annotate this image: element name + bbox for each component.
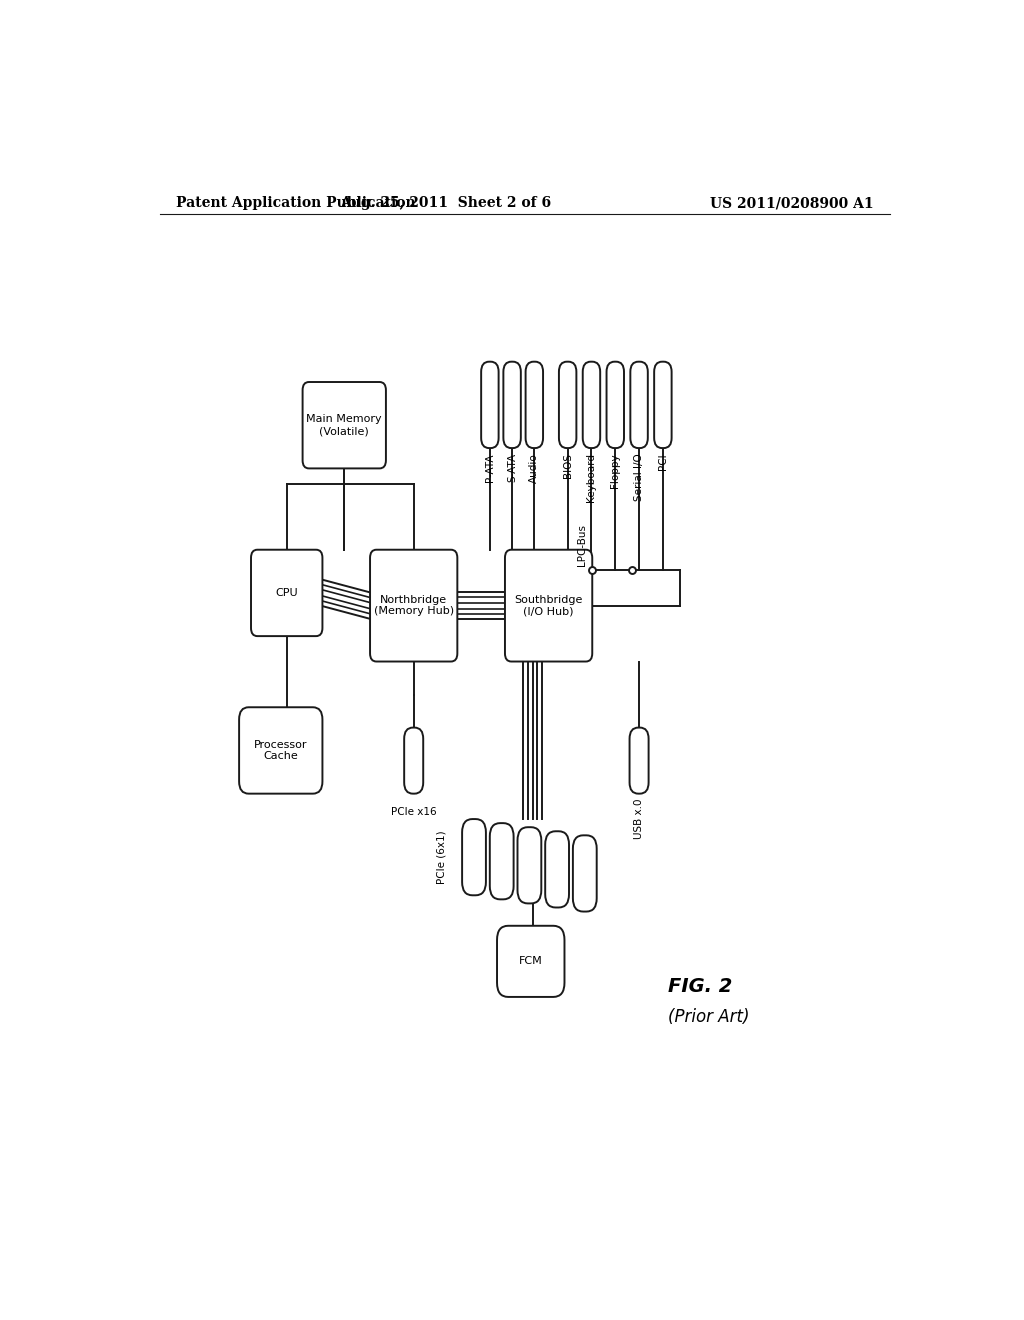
Text: BIOS: BIOS — [562, 453, 572, 478]
FancyBboxPatch shape — [497, 925, 564, 997]
Text: USB x.0: USB x.0 — [634, 799, 644, 840]
Text: PCIe x16: PCIe x16 — [391, 807, 436, 817]
Text: Serial I/O: Serial I/O — [634, 453, 644, 500]
FancyBboxPatch shape — [545, 832, 569, 907]
Text: Processor
Cache: Processor Cache — [254, 739, 307, 762]
Text: Aug. 25, 2011  Sheet 2 of 6: Aug. 25, 2011 Sheet 2 of 6 — [340, 197, 551, 210]
FancyBboxPatch shape — [559, 362, 577, 447]
FancyBboxPatch shape — [481, 362, 499, 447]
FancyBboxPatch shape — [489, 824, 514, 899]
Text: Floppy: Floppy — [610, 453, 621, 488]
FancyBboxPatch shape — [525, 362, 543, 447]
FancyBboxPatch shape — [303, 381, 386, 469]
Text: Patent Application Publication: Patent Application Publication — [176, 197, 416, 210]
FancyBboxPatch shape — [654, 362, 672, 447]
FancyBboxPatch shape — [583, 362, 600, 447]
FancyBboxPatch shape — [517, 828, 542, 903]
Text: Northbridge
(Memory Hub): Northbridge (Memory Hub) — [374, 595, 454, 616]
Text: CPU: CPU — [275, 587, 298, 598]
Text: FCM: FCM — [519, 957, 543, 966]
FancyBboxPatch shape — [631, 362, 648, 447]
FancyBboxPatch shape — [572, 836, 597, 912]
FancyBboxPatch shape — [504, 362, 521, 447]
FancyBboxPatch shape — [404, 727, 423, 793]
FancyBboxPatch shape — [240, 708, 323, 793]
Text: S-ATA: S-ATA — [507, 453, 517, 482]
Text: LPC-Bus: LPC-Bus — [577, 524, 587, 566]
Text: FIG. 2: FIG. 2 — [668, 977, 732, 997]
FancyBboxPatch shape — [370, 549, 458, 661]
FancyBboxPatch shape — [462, 818, 486, 895]
Text: PCIe (6x1): PCIe (6x1) — [436, 830, 446, 884]
FancyBboxPatch shape — [606, 362, 624, 447]
Text: US 2011/0208900 A1: US 2011/0208900 A1 — [711, 197, 873, 210]
FancyBboxPatch shape — [505, 549, 592, 661]
Text: Audio: Audio — [529, 453, 540, 483]
FancyBboxPatch shape — [251, 549, 323, 636]
Text: Main Memory
(Volatile): Main Memory (Volatile) — [306, 414, 382, 436]
FancyBboxPatch shape — [630, 727, 648, 793]
Text: Keyboard: Keyboard — [587, 453, 596, 502]
Text: Southbridge
(I/O Hub): Southbridge (I/O Hub) — [514, 595, 583, 616]
Text: P-ATA: P-ATA — [485, 453, 495, 482]
Text: PCI: PCI — [657, 453, 668, 470]
Text: (Prior Art): (Prior Art) — [668, 1008, 750, 1026]
